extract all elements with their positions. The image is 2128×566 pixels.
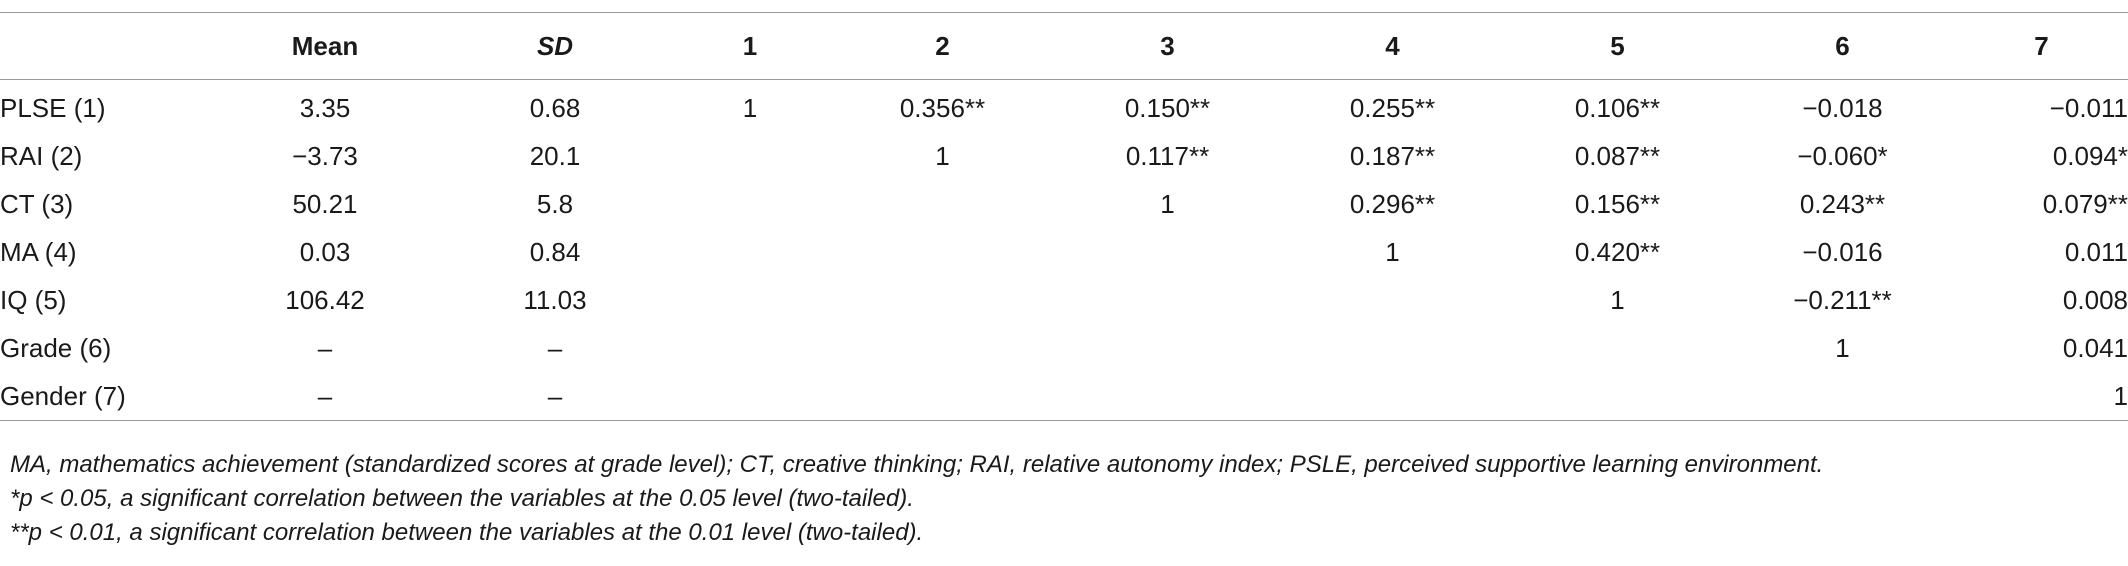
table-cell: 0.296** xyxy=(1349,188,1436,219)
table-row: RAI (2) −3.73 20.1 1 0.117** 0.187** 0.0… xyxy=(0,132,2128,180)
table-cell xyxy=(830,228,1055,276)
table-cell xyxy=(830,324,1055,372)
table-footnotes: MA, mathematics achievement (standardize… xyxy=(10,448,2120,550)
table-cell: 0.255** xyxy=(1349,92,1436,123)
table-cell xyxy=(1280,276,1505,324)
table-cell xyxy=(1055,324,1280,372)
table-cell: 0.84 xyxy=(529,236,581,267)
table-cell: 0.420** xyxy=(1574,236,1661,267)
table-cell: 20.1 xyxy=(529,140,581,171)
table-cell: – xyxy=(317,332,333,363)
table-cell: 0.106** xyxy=(1574,92,1661,123)
header-cell-mean: Mean xyxy=(291,30,359,61)
table-cell: 50.21 xyxy=(292,188,358,219)
footnote-p05: *p < 0.05, a significant correlation bet… xyxy=(10,485,914,512)
table-cell xyxy=(1730,372,1955,421)
table-cell xyxy=(1280,324,1505,372)
table-cell: 0.03 xyxy=(299,236,351,267)
table-cell: 106.42 xyxy=(285,284,365,315)
row-label: IQ (5) xyxy=(0,284,67,315)
table-cell: −0.016 xyxy=(1802,236,1883,267)
row-label: RAI (2) xyxy=(0,140,83,171)
header-cell-5: 5 xyxy=(1610,30,1625,61)
table-cell: 0.156** xyxy=(1574,188,1661,219)
table-cell: −0.011 xyxy=(2049,92,2128,123)
table-cell xyxy=(1055,372,1280,421)
table-row: Gender (7) – – 1 xyxy=(0,372,2128,421)
table-cell xyxy=(1055,228,1280,276)
header-cell-6: 6 xyxy=(1835,30,1850,61)
header-cell-1: 1 xyxy=(742,30,758,61)
header-cell-4: 4 xyxy=(1385,30,1400,61)
table-cell xyxy=(1505,372,1730,421)
table-cell: 0.356** xyxy=(899,92,986,123)
table-cell: 0.008 xyxy=(2062,284,2128,315)
table-cell xyxy=(1280,372,1505,421)
header-cell-7: 7 xyxy=(2034,30,2049,61)
table-cell: – xyxy=(547,380,563,411)
table-cell xyxy=(670,324,830,372)
table-cell: 0.079** xyxy=(2042,188,2128,219)
table-cell xyxy=(670,180,830,228)
table-cell: – xyxy=(317,380,333,411)
table-cell: – xyxy=(547,332,563,363)
table-cell xyxy=(830,180,1055,228)
row-label: Gender (7) xyxy=(0,380,126,411)
table-cell: 0.011 xyxy=(2064,236,2128,267)
footnote-p01: **p < 0.01, a significant correlation be… xyxy=(10,519,924,546)
table-cell: 0.150** xyxy=(1124,92,1211,123)
correlation-table: Mean SD 1 2 3 4 5 6 7 PLSE (1) 3.35 0.68… xyxy=(0,12,2128,421)
table-cell: 0.087** xyxy=(1574,140,1661,171)
row-label: PLSE (1) xyxy=(0,92,106,123)
table-cell xyxy=(670,132,830,180)
table-cell: 1 xyxy=(1610,284,1625,315)
table-row: MA (4) 0.03 0.84 1 0.420** −0.016 0.011 xyxy=(0,228,2128,276)
table-row: IQ (5) 106.42 11.03 1 −0.211** 0.008 xyxy=(0,276,2128,324)
table-cell xyxy=(670,276,830,324)
table-cell: 11.03 xyxy=(523,284,587,315)
table-cell: −0.018 xyxy=(1802,92,1883,123)
table-cell: 0.243** xyxy=(1799,188,1886,219)
table-cell: 1 xyxy=(2113,380,2128,411)
table-cell: 0.187** xyxy=(1349,140,1436,171)
header-cell-2: 2 xyxy=(935,30,950,61)
table-cell: 5.8 xyxy=(536,188,574,219)
table-cell xyxy=(1055,276,1280,324)
header-cell-sd: SD xyxy=(536,30,574,61)
table-cell: 0.117** xyxy=(1125,140,1210,171)
row-label: CT (3) xyxy=(0,188,74,219)
table-cell xyxy=(670,228,830,276)
footnote-abbreviations: MA, mathematics achievement (standardize… xyxy=(10,451,1824,478)
table-cell: −0.060* xyxy=(1797,140,1888,171)
table-cell xyxy=(830,276,1055,324)
table-cell: −3.73 xyxy=(292,140,358,171)
row-label: MA (4) xyxy=(0,236,77,267)
table-cell xyxy=(830,372,1055,421)
table-cell xyxy=(1505,324,1730,372)
table-cell: 1 xyxy=(1835,332,1850,363)
table-cell: 3.35 xyxy=(299,92,351,123)
table-cell: 1 xyxy=(1160,188,1175,219)
table-header-row: Mean SD 1 2 3 4 5 6 7 xyxy=(0,12,2128,80)
table-cell xyxy=(670,372,830,421)
table-row: PLSE (1) 3.35 0.68 1 0.356** 0.150** 0.2… xyxy=(0,80,2128,133)
table-cell: −0.211** xyxy=(1793,284,1892,315)
table-row: Grade (6) – – 1 0.041 xyxy=(0,324,2128,372)
table-cell: 0.094* xyxy=(2052,140,2128,171)
table-cell: 0.041 xyxy=(2062,332,2128,363)
table-cell: 0.68 xyxy=(529,92,581,123)
table-cell: 1 xyxy=(742,92,758,123)
table-cell: 1 xyxy=(1385,236,1400,267)
table-row: CT (3) 50.21 5.8 1 0.296** 0.156** 0.243… xyxy=(0,180,2128,228)
table-cell: 1 xyxy=(935,140,950,171)
header-cell-label xyxy=(0,13,210,80)
header-cell-3: 3 xyxy=(1160,30,1175,61)
row-label: Grade (6) xyxy=(0,332,112,363)
